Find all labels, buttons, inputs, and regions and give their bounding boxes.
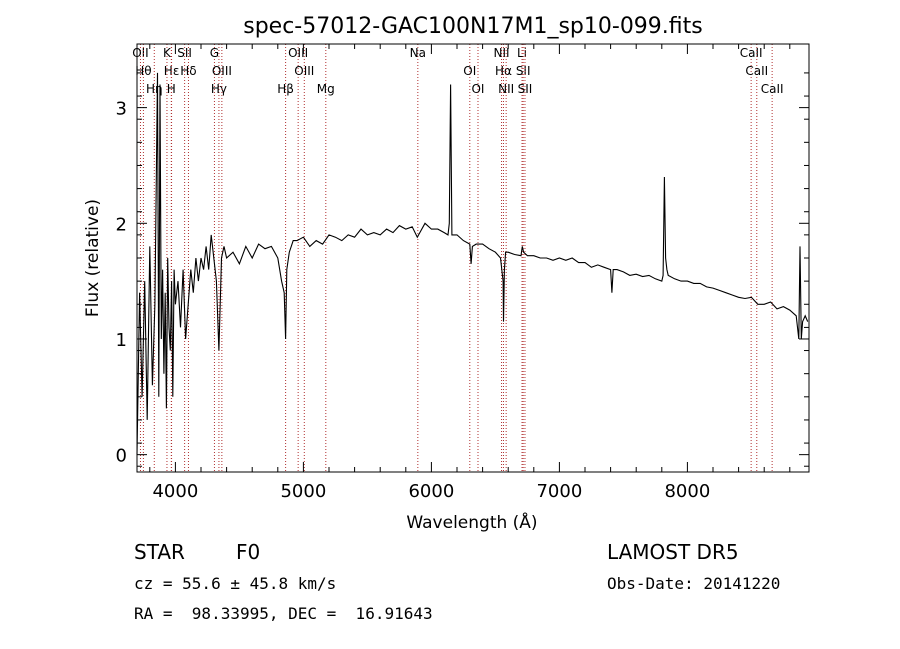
line-mark-label: OI — [471, 82, 484, 96]
line-mark-label: OII — [132, 46, 149, 60]
line-mark-label: SII — [518, 82, 533, 96]
line-mark-label: Hδ — [180, 64, 196, 78]
line-mark-label: Hθ — [135, 64, 151, 78]
ra-dec: RA = 98.33995, DEC = 16.91643 — [134, 604, 433, 623]
chart-title: spec-57012-GAC100N17M1_sp10-099.fits — [243, 14, 703, 39]
line-mark-label: OIII — [294, 64, 314, 78]
y-tick-label: 1 — [116, 330, 127, 351]
line-mark-label: Mg — [317, 82, 335, 96]
line-mark-label: Hα — [495, 64, 512, 78]
line-mark-label: NII — [498, 82, 514, 96]
x-axis-label: Wavelength (Å) — [406, 511, 537, 533]
line-mark-label: Hβ — [277, 82, 294, 96]
y-axis-label: Flux (relative) — [83, 199, 103, 317]
line-mark-label: Hγ — [211, 82, 227, 96]
line-mark-label: H — [167, 82, 176, 96]
redshift-readout: cz = 55.6 ± 45.8 km/s — [134, 574, 337, 593]
x-tick-label: 6000 — [408, 481, 454, 502]
plot-area: OIIHθHηKHεHSIIHδHγGOIIIHβOIIIOIIIMgNaOIO… — [116, 44, 809, 502]
line-mark-label: SII — [177, 46, 192, 60]
line-mark-label: OIII — [212, 64, 232, 78]
line-mark-label: OIII — [288, 46, 308, 60]
line-mark-label: CaII — [761, 82, 784, 96]
line-mark-label: K — [163, 46, 172, 60]
y-tick-label: 3 — [116, 99, 127, 120]
plot-frame — [136, 43, 810, 473]
y-tick-label: 2 — [116, 214, 127, 235]
x-tick-label: 8000 — [664, 481, 710, 502]
line-mark-label: SII — [516, 64, 531, 78]
line-mark-label: Hη — [146, 82, 163, 96]
line-mark-label: Na — [410, 46, 426, 60]
line-mark-label: Li — [517, 46, 527, 60]
x-tick-label: 7000 — [536, 481, 582, 502]
spectrum-line — [136, 72, 809, 455]
line-mark-label: CaII — [740, 46, 763, 60]
line-mark-label: OI — [463, 64, 476, 78]
line-mark-label: NII — [494, 46, 510, 60]
survey-name: LAMOST DR5 — [607, 540, 739, 564]
x-tick-label: 5000 — [280, 481, 326, 502]
obs-date: Obs-Date: 20141220 — [607, 574, 781, 593]
x-tick-label: 4000 — [152, 481, 198, 502]
line-mark-label: CaII — [745, 64, 768, 78]
line-mark-label: G — [210, 46, 219, 60]
object-subclass: F0 — [236, 540, 261, 564]
object-class: STAR — [134, 540, 185, 564]
y-tick-label: 0 — [116, 446, 127, 467]
